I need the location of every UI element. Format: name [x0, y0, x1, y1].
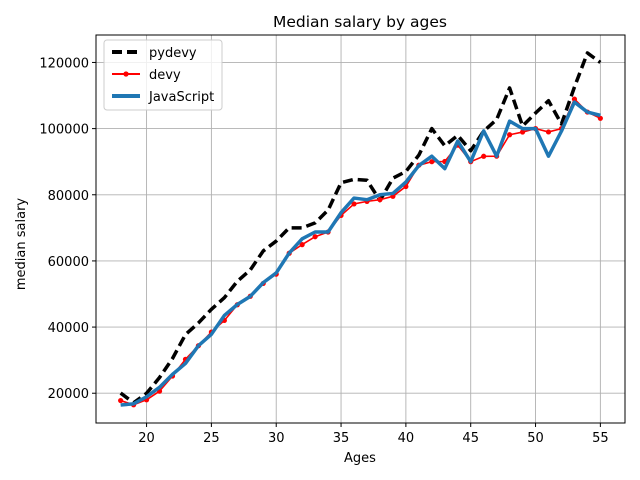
data-point-devy [507, 132, 513, 138]
data-point-devy [429, 159, 435, 165]
data-point-devy [377, 197, 383, 203]
y-tick-label: 120000 [39, 56, 89, 71]
data-point-devy [299, 242, 305, 248]
data-point-devy [118, 397, 124, 404]
x-tick-label: 40 [398, 431, 415, 446]
y-tick-label: 60000 [48, 255, 89, 270]
axes-frame [95, 34, 626, 424]
data-point-devy [519, 129, 526, 135]
series-line-pydevy [119, 51, 602, 405]
legend-label-pydevy: pydevy [149, 46, 197, 61]
y-axis-label: median salary [14, 198, 29, 291]
data-point-devy [545, 129, 552, 135]
y-tick-label: 100000 [39, 123, 89, 138]
data-point-devy [597, 115, 603, 121]
legend-label-javascript: JavaScript [148, 90, 214, 105]
grid-lines [96, 35, 625, 423]
legend-item-javascript: JavaScript [112, 90, 214, 105]
x-axis-label: Ages [344, 451, 376, 466]
x-tick-label: 20 [138, 431, 155, 446]
x-axis-ticks: 20 25 30 35 40 45 50 55 [138, 423, 609, 446]
data-point-devy [312, 234, 318, 240]
legend-item-devy: devy [112, 68, 181, 83]
y-tick-label: 20000 [48, 387, 89, 402]
legend-label-devy: devy [149, 68, 181, 83]
x-tick-label: 55 [592, 431, 609, 446]
data-point-devy [481, 153, 487, 159]
legend: pydevy devy JavaScript [103, 39, 223, 111]
y-axis-ticks: 20000 40000 60000 80000 100000 120000 [39, 56, 96, 402]
legend-marker-devy [123, 71, 129, 77]
x-tick-label: 45 [462, 431, 479, 446]
data-point-devy [351, 201, 357, 207]
y-tick-label: 40000 [48, 321, 89, 336]
series-javascript [120, 100, 601, 407]
legend-box [103, 39, 223, 111]
series-layer [118, 51, 603, 408]
x-tick-label: 30 [268, 431, 285, 446]
y-tick-label: 80000 [48, 189, 89, 204]
legend-item-pydevy: pydevy [112, 46, 197, 61]
x-tick-label: 50 [527, 431, 544, 446]
series-line-javascript [120, 100, 601, 407]
series-pydevy [119, 51, 602, 405]
x-tick-label: 25 [203, 431, 220, 446]
x-tick-label: 35 [333, 431, 350, 446]
chart-title: Median salary by ages [273, 13, 447, 31]
data-point-devy [571, 96, 578, 102]
